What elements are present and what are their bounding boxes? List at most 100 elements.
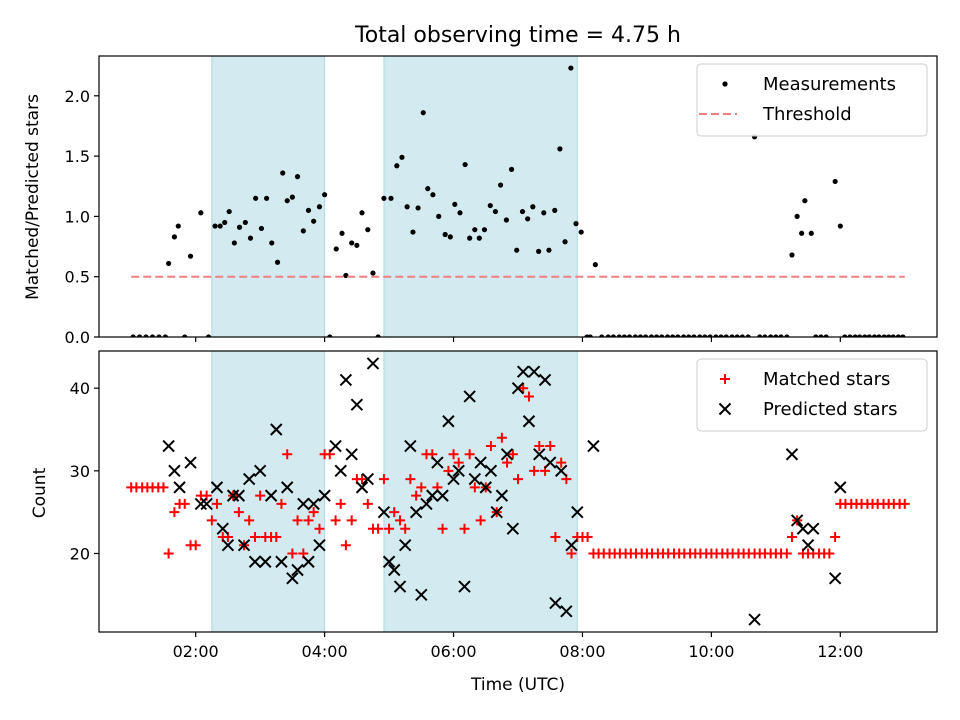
data-point bbox=[253, 464, 267, 478]
data-point bbox=[286, 572, 299, 585]
data-point bbox=[343, 272, 349, 279]
data-point bbox=[513, 474, 523, 485]
legend-label: Measurements bbox=[763, 74, 896, 95]
data-point bbox=[448, 449, 459, 460]
data-point bbox=[169, 507, 180, 518]
data-point bbox=[545, 441, 556, 452]
data-point bbox=[533, 448, 546, 461]
data-point bbox=[163, 548, 174, 559]
data-point bbox=[632, 334, 638, 337]
data-point bbox=[231, 240, 237, 246]
data-point bbox=[490, 505, 503, 519]
data-point bbox=[248, 555, 262, 568]
data-point bbox=[232, 489, 246, 502]
data-point bbox=[507, 449, 518, 460]
data-point bbox=[244, 515, 255, 526]
data-point bbox=[282, 449, 293, 460]
data-point bbox=[511, 381, 525, 395]
data-point bbox=[675, 334, 681, 337]
data-point bbox=[713, 334, 719, 337]
data-point bbox=[399, 154, 405, 160]
data-point bbox=[560, 605, 573, 618]
data-point bbox=[389, 507, 400, 518]
data-point bbox=[786, 531, 797, 542]
data-point bbox=[881, 334, 887, 337]
data-point bbox=[801, 539, 815, 552]
x-tick-label: 10:00 bbox=[688, 642, 734, 661]
x-tick-label: 04:00 bbox=[302, 642, 348, 661]
data-point bbox=[162, 439, 175, 453]
data-point bbox=[807, 522, 820, 535]
top-panel: 0.0 0.5 1.0 1.5 2.0 Measurements Threshold bbox=[65, 55, 938, 347]
data-point bbox=[578, 229, 584, 235]
x-tick-label: 06:00 bbox=[430, 642, 476, 661]
y-tick-label: 0.5 bbox=[65, 268, 90, 287]
data-point bbox=[297, 497, 310, 511]
data-point bbox=[426, 489, 439, 502]
data-point bbox=[784, 334, 790, 337]
legend-marker bbox=[720, 374, 730, 384]
data-point bbox=[236, 224, 243, 230]
data-point bbox=[458, 580, 471, 593]
data-point bbox=[886, 334, 892, 337]
data-point bbox=[794, 213, 800, 219]
data-point bbox=[562, 239, 568, 245]
data-point bbox=[452, 201, 458, 207]
data-point bbox=[382, 555, 396, 568]
data-point bbox=[314, 523, 325, 534]
data-point bbox=[365, 227, 371, 233]
data-point bbox=[366, 357, 380, 370]
data-point bbox=[233, 507, 244, 518]
data-point bbox=[322, 192, 328, 198]
data-point bbox=[659, 334, 665, 337]
data-point bbox=[313, 539, 326, 552]
data-point bbox=[745, 334, 751, 337]
data-point bbox=[287, 548, 298, 559]
data-point bbox=[468, 472, 482, 486]
data-point bbox=[327, 334, 333, 337]
data-point bbox=[291, 563, 304, 577]
data-point bbox=[496, 432, 507, 443]
data-point bbox=[452, 464, 465, 478]
data-point bbox=[156, 334, 162, 337]
data-point bbox=[410, 229, 416, 235]
data-point bbox=[242, 472, 256, 486]
data-point bbox=[566, 548, 577, 559]
data-point bbox=[834, 481, 847, 494]
data-point bbox=[253, 195, 259, 201]
data-point bbox=[303, 515, 314, 526]
data-point bbox=[653, 334, 660, 337]
data-point bbox=[681, 334, 687, 337]
data-point bbox=[621, 334, 627, 337]
data-point bbox=[442, 231, 448, 238]
data-point bbox=[739, 334, 745, 337]
data-point bbox=[847, 334, 853, 337]
data-point bbox=[226, 208, 232, 215]
legend-marker bbox=[722, 81, 728, 87]
data-point bbox=[425, 186, 431, 192]
data-point bbox=[541, 210, 547, 216]
data-point bbox=[568, 65, 574, 71]
data-point bbox=[830, 531, 841, 542]
data-point bbox=[616, 334, 622, 337]
data-point bbox=[497, 182, 504, 188]
data-point bbox=[550, 531, 561, 542]
data-point bbox=[242, 219, 248, 226]
legend: Matched stars Predicted stars bbox=[696, 358, 928, 432]
data-point bbox=[149, 334, 156, 337]
data-point bbox=[258, 225, 265, 232]
data-point bbox=[398, 539, 412, 552]
data-point bbox=[334, 464, 347, 478]
data-point bbox=[536, 248, 542, 254]
data-point bbox=[378, 474, 389, 485]
data-point bbox=[411, 490, 422, 501]
data-point bbox=[222, 219, 228, 226]
data-point bbox=[485, 441, 496, 452]
data-point bbox=[436, 213, 442, 219]
data-point bbox=[340, 540, 351, 551]
data-point bbox=[866, 334, 872, 337]
data-point bbox=[271, 531, 282, 542]
data-point bbox=[316, 204, 323, 210]
plot-area bbox=[130, 56, 906, 337]
data-point bbox=[648, 334, 655, 337]
